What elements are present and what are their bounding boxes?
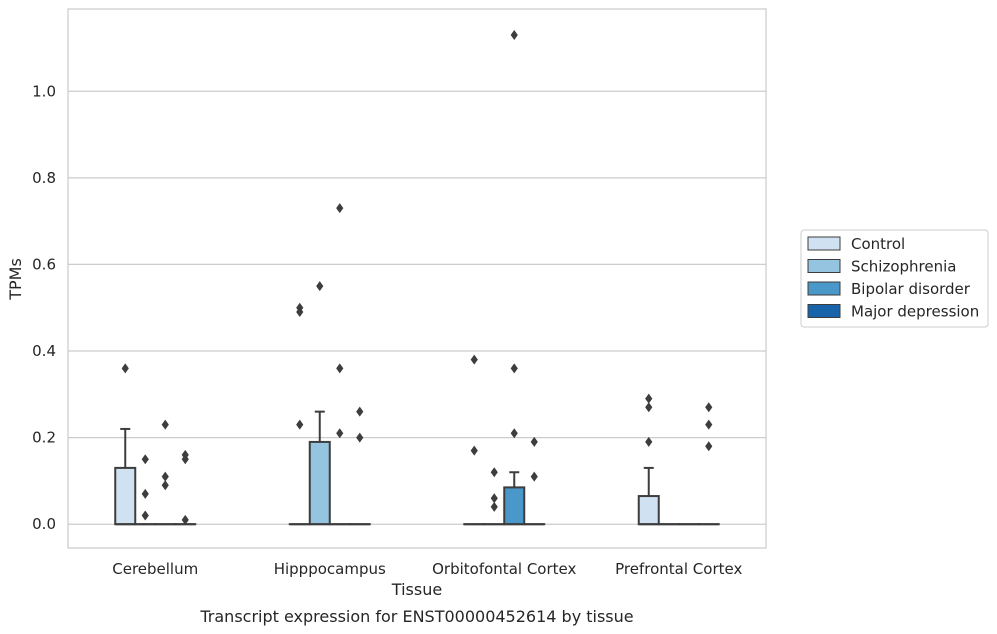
outlier-point	[316, 281, 324, 292]
outlier-point	[141, 488, 149, 499]
y-tick-label: 0.2	[32, 429, 56, 447]
boxes	[114, 410, 720, 526]
box-body	[503, 486, 526, 526]
outlier-points	[121, 29, 713, 525]
outlier-point	[510, 428, 518, 439]
outlier-point	[705, 419, 713, 430]
outlier-point	[161, 471, 169, 482]
outlier-point	[490, 493, 498, 504]
outlier-point	[181, 514, 189, 525]
x-tick-label: Cerebellum	[112, 560, 198, 578]
box-1-1	[308, 410, 331, 526]
outlier-point	[470, 354, 478, 365]
box-body	[114, 466, 137, 526]
legend-frame	[800, 229, 989, 328]
y-tick-label: 1.0	[32, 82, 56, 100]
box-body	[308, 440, 331, 526]
legend-swatch	[807, 236, 841, 251]
outlier-point	[336, 428, 344, 439]
outlier-point	[141, 510, 149, 521]
legend: Control Schizophrenia Bipolar disorder Majo…	[800, 229, 989, 328]
outlier-point	[181, 449, 189, 460]
legend-label: Control	[851, 235, 905, 253]
outlier-point	[490, 501, 498, 512]
x-tick-label: Prefrontal Cortex	[615, 560, 742, 578]
y-tick-label: 0.0	[32, 515, 56, 533]
outlier-point	[530, 436, 538, 447]
outlier-point	[296, 302, 304, 313]
legend-swatch	[807, 304, 841, 318]
y-axis-label: TPMs	[6, 258, 25, 301]
outlier-point	[141, 454, 149, 465]
outlier-point	[356, 432, 364, 443]
outlier-point	[356, 406, 364, 417]
outlier-point	[510, 29, 518, 40]
chart-caption: Transcript expression for ENST0000045261…	[199, 607, 633, 626]
outlier-point	[510, 363, 518, 374]
outlier-point	[490, 467, 498, 478]
box-0-0	[114, 427, 137, 526]
outlier-point	[121, 363, 129, 374]
legend-swatch	[807, 281, 841, 296]
outlier-point	[705, 441, 713, 452]
outlier-point	[645, 393, 653, 404]
x-tick-label: Orbitofontal Cortex	[432, 560, 576, 578]
outlier-point	[161, 419, 169, 430]
y-tick-label: 0.4	[32, 342, 56, 360]
x-tick-labels: Cerebellum Hipppocampus Orbitofontal Corte…	[112, 560, 742, 578]
outlier-point	[530, 471, 538, 482]
x-axis-label: Tissue	[391, 580, 442, 599]
y-tick-labels: 0.0 0.2 0.4 0.6 0.8 1.0	[32, 82, 56, 533]
y-tick-label: 0.8	[32, 169, 56, 187]
x-tick-label: Hipppocampus	[274, 560, 386, 578]
box-0-3	[637, 466, 660, 526]
plot-frame	[67, 8, 767, 549]
outlier-point	[705, 402, 713, 413]
outlier-point	[470, 445, 478, 456]
outlier-point	[645, 436, 653, 447]
y-tick-label: 0.6	[32, 255, 56, 273]
outlier-point	[645, 402, 653, 413]
box-body	[637, 495, 660, 526]
legend-label: Schizophrenia	[851, 258, 956, 276]
legend-items: Control Schizophrenia Bipolar disorder Majo…	[807, 235, 979, 321]
legend-label: Bipolar disorder	[851, 280, 971, 298]
outlier-point	[336, 363, 344, 374]
outlier-point	[296, 419, 304, 430]
box-2-2	[503, 471, 526, 526]
gridlines	[68, 90, 766, 525]
outlier-point	[336, 203, 344, 214]
legend-label: Major depression	[851, 303, 979, 321]
legend-swatch	[807, 259, 841, 273]
outlier-point	[161, 480, 169, 491]
